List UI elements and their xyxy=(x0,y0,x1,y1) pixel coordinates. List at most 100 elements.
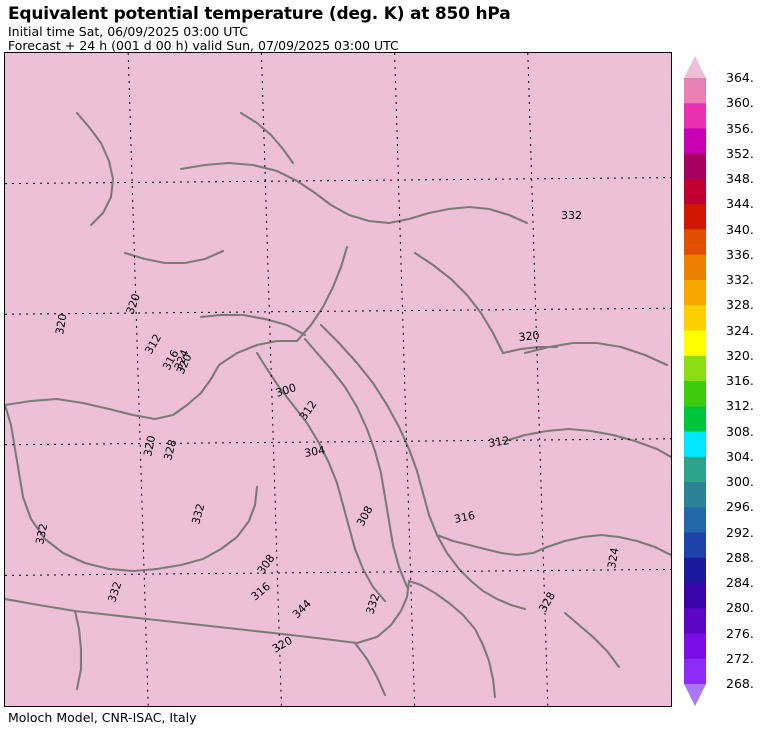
filled-contours xyxy=(5,53,671,706)
colorbar-tick-label: 296. xyxy=(726,499,754,515)
colorbar-tick-label: 276. xyxy=(726,625,754,641)
colorbar-band xyxy=(684,507,706,534)
colorbar-tick-label: 364. xyxy=(726,70,754,85)
contour-field: 3203203123163203243003123083043123163203… xyxy=(5,53,671,706)
colorbar-tick-label: 324. xyxy=(726,322,754,338)
colorbar-tick-label: 288. xyxy=(726,549,754,565)
contour-label: 332 xyxy=(561,209,582,222)
colorbar-band xyxy=(684,204,706,231)
colorbar-band xyxy=(684,633,706,660)
coastline xyxy=(75,111,115,227)
colorbar-band xyxy=(684,305,706,332)
colorbar-tick-label: 340. xyxy=(726,221,754,237)
colorbar-tick-label: 360. xyxy=(726,95,754,111)
colorbar-band xyxy=(684,103,706,130)
colorbar-band xyxy=(684,355,706,382)
colorbar-tick-label: 332. xyxy=(726,272,754,287)
colorbar-band xyxy=(684,254,706,281)
contour-label: 320 xyxy=(141,434,158,457)
contour-label: 332 xyxy=(363,592,382,616)
coastline xyxy=(217,339,299,367)
colorbar-band xyxy=(684,381,706,407)
contour-label: 316 xyxy=(453,509,476,526)
colorbar-tick-label: 356. xyxy=(726,120,754,136)
model-credit: Moloch Model, CNR-ISAC, Italy xyxy=(8,710,197,725)
coastline xyxy=(295,245,349,343)
coastline xyxy=(123,249,225,265)
colorbar-band xyxy=(684,280,706,306)
coastline xyxy=(413,251,505,355)
coastline xyxy=(255,351,387,603)
colorbar-tick-label: 336. xyxy=(726,246,754,262)
colorbar-tick-label: 348. xyxy=(726,171,754,186)
colorbar-band xyxy=(684,330,706,357)
colorbar-tick-label: 284. xyxy=(726,575,754,590)
coastline xyxy=(563,611,621,669)
map-panel[interactable]: 320 320 312 316 320 324 300 312 308 304 312 316 320 3… xyxy=(4,52,672,707)
coastline xyxy=(353,641,387,697)
colorbar-tick-label: 344. xyxy=(726,196,754,212)
coastline xyxy=(131,485,259,573)
colorbar-tick-label: 272. xyxy=(726,650,754,666)
coastline xyxy=(179,161,391,225)
contour-label: 320 xyxy=(53,313,69,336)
colorbar-band xyxy=(684,532,706,559)
colorbar-tick-label: 268. xyxy=(726,676,754,691)
coastline xyxy=(355,579,411,645)
page-title: Equivalent potential temperature (deg. K… xyxy=(8,4,511,24)
colorbar-band xyxy=(684,179,706,205)
colorbar-band xyxy=(684,608,706,635)
colorbar-tick-label: 352. xyxy=(726,145,754,161)
coastline xyxy=(407,579,497,699)
coastlines xyxy=(5,111,671,699)
contour-label: 300 xyxy=(274,381,298,400)
colorbar: 364. 360. 356. 352. 348. 344. 340. 336. 332. 328.… xyxy=(680,52,760,712)
colorbar-tick-label: 292. xyxy=(726,524,754,540)
colorbar-tick-label: 316. xyxy=(726,373,754,388)
colorbar-band xyxy=(684,431,706,458)
coastline xyxy=(387,205,529,225)
contour-label: 328 xyxy=(161,438,179,462)
colorbar-band xyxy=(684,557,706,584)
contour-label: 312 xyxy=(488,434,511,450)
coastline xyxy=(5,597,359,645)
colorbar-band xyxy=(684,658,706,685)
initial-time-label: Initial time Sat, 06/09/2025 03:00 UTC xyxy=(8,24,249,39)
colorbar-tick-label: 328. xyxy=(726,297,754,313)
coastline xyxy=(457,567,527,611)
colorbar-tick-label: 308. xyxy=(726,423,754,439)
colorbar-tick-label: 304. xyxy=(726,448,754,464)
contour-label: 304 xyxy=(303,444,326,460)
coastline xyxy=(5,403,135,573)
forecast-time-label: Forecast + 24 h (001 d 00 h) valid Sun, … xyxy=(8,38,399,53)
colorbar-tick-label: 280. xyxy=(726,600,754,616)
contour-label: 332 xyxy=(189,502,207,526)
coastline xyxy=(303,337,409,589)
colorbar-swatches xyxy=(684,56,706,706)
contour-label: 320 xyxy=(518,329,540,344)
colorbar-band xyxy=(684,482,706,508)
coastline xyxy=(503,427,671,459)
colorbar-tick-label: 320. xyxy=(726,347,754,363)
contour-label: 332 xyxy=(33,522,50,545)
colorbar-band xyxy=(684,229,706,256)
coastline xyxy=(435,533,549,557)
coastline xyxy=(501,345,559,355)
colorbar-band xyxy=(684,406,706,433)
colorbar-over-cap xyxy=(684,56,706,78)
colorbar-band xyxy=(684,153,706,180)
coastline xyxy=(73,609,83,691)
contour-label: 332 xyxy=(105,580,124,604)
coastline xyxy=(545,533,671,557)
colorbar-tick-label: 312. xyxy=(726,398,754,414)
colorbar-band xyxy=(684,583,706,609)
coastline xyxy=(5,363,221,421)
colorbar-tick-label: 300. xyxy=(726,474,754,489)
colorbar-band xyxy=(684,78,706,104)
coastline xyxy=(239,111,295,165)
colorbar-band xyxy=(684,456,706,483)
contour-label: 324 xyxy=(605,547,621,570)
colorbar-under-cap xyxy=(684,684,706,706)
colorbar-band xyxy=(684,128,706,155)
